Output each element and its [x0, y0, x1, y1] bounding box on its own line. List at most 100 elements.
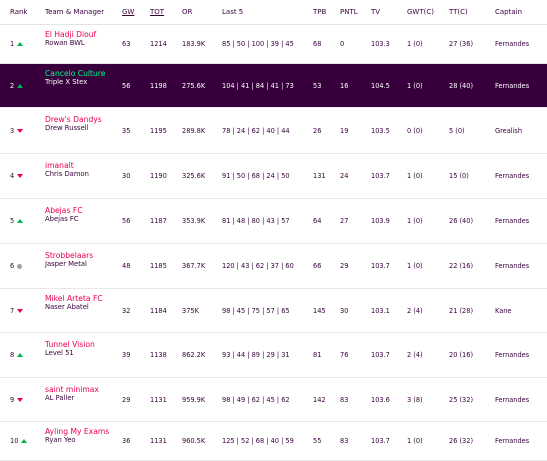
header-tv: TV — [371, 8, 381, 16]
tot-cell: 1184 — [150, 307, 167, 315]
arrow-up-icon — [17, 42, 24, 46]
team-cell: Mikel Arteta FC Naser Abatel — [45, 294, 113, 312]
manager-name: Chris Damon — [45, 170, 89, 178]
table-row: 3 Drew's Dandys Drew Russell 35 1195 289.8K 78… — [0, 108, 547, 154]
gwt-cell: 1 (0) — [407, 262, 423, 270]
last5-cell: 98 | 49 | 62 | 45 | 62 — [222, 396, 290, 404]
team-name-link[interactable]: El Hadji Diouf — [45, 30, 97, 39]
rank-cell: 10 — [10, 437, 28, 445]
rank-cell: 3 — [10, 127, 24, 135]
tpb-cell: 64 — [313, 217, 322, 225]
pntl-cell: 30 — [340, 307, 349, 315]
tot-cell: 1138 — [150, 351, 167, 359]
last5-cell: 104 | 41 | 84 | 41 | 73 — [222, 82, 294, 90]
table-body: 1 El Hadji Diouf Rowan BWL 63 1214 183.9K 85 |… — [0, 25, 547, 461]
table-header: Rank Team & Manager GW TOT OR Last 5 TPB… — [0, 0, 547, 25]
rank-cell: 9 — [10, 396, 24, 404]
tt-cell: 15 (0) — [449, 172, 469, 180]
tot-cell: 1187 — [150, 217, 167, 225]
team-cell: Drew's Dandys Drew Russell — [45, 115, 113, 133]
rank-number: 3 — [10, 127, 15, 135]
captain-cell: Grealish — [495, 127, 523, 135]
team-name-link[interactable]: Tunnel Vision — [45, 340, 95, 349]
header-pntl: PNTL — [340, 8, 358, 16]
arrow-up-icon — [17, 84, 24, 88]
rank-number: 10 — [10, 437, 19, 445]
header-gw[interactable]: GW — [122, 8, 135, 16]
header-captain: Captain — [495, 8, 523, 16]
tt-cell: 5 (0) — [449, 127, 465, 135]
captain-cell: Fernandes — [495, 351, 530, 359]
tot-cell: 1198 — [150, 82, 167, 90]
tpb-cell: 53 — [313, 82, 322, 90]
or-cell: 375K — [182, 307, 199, 315]
table-row: 9 saint minimax AL Paller 29 1131 959.9K 98 | … — [0, 378, 547, 422]
header-gwt: GWT(C) — [407, 8, 434, 16]
table-row: 5 Abejas FC Abejas FC 56 1187 353.9K 81 | 48 |… — [0, 199, 547, 244]
team-name-link[interactable]: Drew's Dandys — [45, 115, 102, 124]
manager-name: Rowan BWL — [45, 39, 85, 47]
gwt-cell: 1 (0) — [407, 437, 423, 445]
pntl-cell: 24 — [340, 172, 349, 180]
tpb-cell: 68 — [313, 40, 322, 48]
last5-cell: 85 | 50 | 100 | 39 | 45 — [222, 40, 294, 48]
pntl-cell: 83 — [340, 437, 349, 445]
rank-number: 5 — [10, 217, 15, 225]
tv-cell: 103.7 — [371, 262, 390, 270]
manager-name: Triple X Stex — [45, 78, 88, 86]
team-name-link[interactable]: Abejas FC — [45, 206, 83, 215]
gw-cell: 56 — [122, 217, 131, 225]
header-last5: Last 5 — [222, 8, 244, 16]
tv-cell: 103.5 — [371, 127, 390, 135]
rank-number: 9 — [10, 396, 15, 404]
arrow-down-icon — [17, 398, 24, 402]
team-name-link[interactable]: saint minimax — [45, 385, 99, 394]
tot-cell: 1195 — [150, 127, 167, 135]
tv-cell: 103.6 — [371, 396, 390, 404]
header-tot[interactable]: TOT — [150, 8, 165, 16]
team-name-link[interactable]: Cancelo Culture — [45, 69, 106, 78]
pntl-cell: 27 — [340, 217, 349, 225]
pntl-cell: 29 — [340, 262, 349, 270]
tv-cell: 104.5 — [371, 82, 390, 90]
captain-cell: Fernandes — [495, 437, 530, 445]
or-cell: 960.5K — [182, 437, 206, 445]
or-cell: 289.8K — [182, 127, 206, 135]
tv-cell: 103.1 — [371, 307, 390, 315]
tpb-cell: 55 — [313, 437, 322, 445]
last5-cell: 125 | 52 | 68 | 40 | 59 — [222, 437, 294, 445]
rank-number: 7 — [10, 307, 15, 315]
rank-number: 6 — [10, 262, 15, 270]
team-cell: El Hadji Diouf Rowan BWL — [45, 30, 113, 48]
table-row: 2 Cancelo Culture Triple X Stex 56 1198 275.6… — [0, 64, 547, 108]
rank-cell: 1 — [10, 40, 24, 48]
team-name-link[interactable]: Ayling My Exams — [45, 427, 110, 436]
gw-cell: 48 — [122, 262, 131, 270]
manager-name: Ryan Yeo — [45, 436, 76, 444]
header-tpb: TPB — [313, 8, 327, 16]
gwt-cell: 1 (0) — [407, 217, 423, 225]
team-name-link[interactable]: Strobbelaars — [45, 251, 94, 260]
captain-cell: Fernandes — [495, 40, 530, 48]
tt-cell: 28 (40) — [449, 82, 474, 90]
or-cell: 325.6K — [182, 172, 206, 180]
arrow-up-icon — [17, 219, 24, 223]
tv-cell: 103.3 — [371, 40, 390, 48]
no-change-icon — [17, 263, 23, 269]
team-name-link[interactable]: Mikel Arteta FC — [45, 294, 103, 303]
rank-cell: 2 — [10, 82, 24, 90]
tt-cell: 21 (28) — [449, 307, 474, 315]
tpb-cell: 145 — [313, 307, 326, 315]
table-row: 7 Mikel Arteta FC Naser Abatel 32 1184 375K 98… — [0, 289, 547, 333]
tpb-cell: 131 — [313, 172, 326, 180]
tt-cell: 27 (36) — [449, 40, 474, 48]
arrow-up-icon — [17, 353, 24, 357]
captain-cell: Fernandes — [495, 262, 530, 270]
tot-cell: 1190 — [150, 172, 167, 180]
table-row: 6 Strobbelaars Jasper Metal 48 1185 367.7K 120… — [0, 244, 547, 289]
tpb-cell: 66 — [313, 262, 322, 270]
tt-cell: 25 (32) — [449, 396, 474, 404]
last5-cell: 78 | 24 | 62 | 40 | 44 — [222, 127, 290, 135]
team-name-link[interactable]: imanalt — [45, 161, 74, 170]
